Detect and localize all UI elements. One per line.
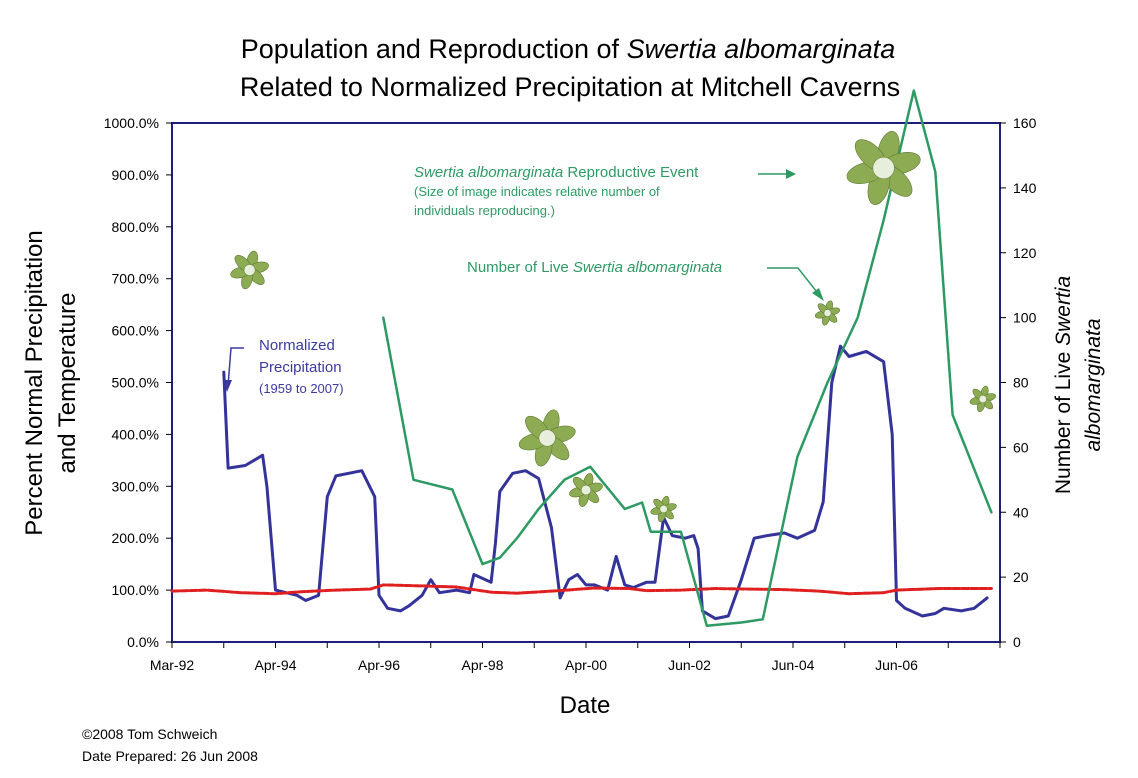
x-tick-label: Mar-92 xyxy=(150,657,195,673)
copyright-text: ©2008 Tom Schweich xyxy=(82,726,218,742)
y-axis-right-label-2: albomarginata xyxy=(1082,318,1105,451)
plot-area: 0.0% 100.0% 200.0% 300.0% 400.0% 500.0% 600.0%… xyxy=(104,89,1037,673)
reproductive-event-arrowhead xyxy=(786,169,796,179)
flower-center xyxy=(978,394,987,404)
y-axis-right-label: Number of Live Swertia xyxy=(1052,276,1075,494)
reproductive-event-note-1: (Size of image indicates relative number… xyxy=(414,184,660,199)
flower-icon xyxy=(518,409,576,467)
flower-icon xyxy=(846,131,921,205)
date-prepared-text: Date Prepared: 26 Jun 2008 xyxy=(82,748,258,764)
y-left-tick-label: 200.0% xyxy=(112,530,159,546)
y-left-tick-label: 400.0% xyxy=(112,426,159,442)
y-right-tick-label: 0 xyxy=(1013,634,1021,650)
y-right-tick-label: 40 xyxy=(1013,504,1029,520)
reproductive-event-note-2: individuals reproducing.) xyxy=(414,203,555,218)
y-right-tick-label: 120 xyxy=(1013,245,1037,261)
y-left-tick-label: 300.0% xyxy=(112,478,159,494)
y-left-tick-label: 600.0% xyxy=(112,323,159,339)
y-axis-left-label-2: and Temperature xyxy=(54,292,81,473)
reproductive-event-label: Swertia albomarginata Reproductive Event xyxy=(414,164,699,181)
y-right-tick-label: 160 xyxy=(1013,115,1037,131)
flower-center xyxy=(659,504,668,514)
reproductive-events xyxy=(230,131,996,523)
x-tick-label: Apr-00 xyxy=(565,657,607,673)
live-count-line xyxy=(382,89,993,628)
x-tick-label: Apr-94 xyxy=(254,657,296,673)
y-left-tick-label: 100.0% xyxy=(112,582,159,598)
y-left-tick-label: 700.0% xyxy=(112,271,159,287)
x-tick-label: Apr-96 xyxy=(358,657,400,673)
flower-center xyxy=(823,309,832,317)
precip-label-2: Precipitation xyxy=(259,359,342,376)
chart-title-line-2: Related to Normalized Precipitation at M… xyxy=(240,72,900,102)
y-left-tick-label: 500.0% xyxy=(112,375,159,391)
y-left-tick-label: 1000.0% xyxy=(104,115,159,131)
flower-icon xyxy=(230,250,269,290)
temperature-line xyxy=(170,583,993,596)
flower-center xyxy=(580,484,592,496)
flower-center xyxy=(872,156,895,180)
x-tick-label: Jun-04 xyxy=(772,657,815,673)
y-axis-left-label: Percent Normal Precipitation xyxy=(21,230,48,535)
live-count-arrowhead xyxy=(812,288,824,301)
x-tick-label: Jun-02 xyxy=(668,657,711,673)
flower-icon xyxy=(650,495,677,523)
live-count-arrow xyxy=(767,267,821,297)
y-right-tick-label: 60 xyxy=(1013,439,1029,455)
chart-title-line-1: Population and Reproduction of Swertia a… xyxy=(241,34,895,64)
flower-center xyxy=(538,429,556,447)
x-tick-label: Jun-06 xyxy=(875,657,918,673)
x-axis-label: Date xyxy=(560,692,611,719)
precip-arrow xyxy=(227,347,244,387)
y-right-tick-label: 20 xyxy=(1013,569,1029,585)
precip-arrowhead xyxy=(223,380,232,392)
live-count-label: Number of Live Swertia albomarginata xyxy=(467,259,722,276)
y-right-tick-label: 80 xyxy=(1013,375,1029,391)
flower-icon xyxy=(969,385,996,413)
precip-label-1: Normalized xyxy=(259,337,335,354)
flower-icon xyxy=(569,473,603,507)
y-right-tick-label: 100 xyxy=(1013,310,1037,326)
y-left-tick-label: 800.0% xyxy=(112,219,159,235)
precip-label-3: (1959 to 2007) xyxy=(259,381,344,396)
flower-icon xyxy=(814,300,841,326)
x-tick-label: Apr-98 xyxy=(461,657,503,673)
y-right-tick-label: 140 xyxy=(1013,180,1037,196)
y-left-tick-label: 900.0% xyxy=(112,167,159,183)
y-left-tick-label: 0.0% xyxy=(127,634,159,650)
flower-center xyxy=(243,264,256,276)
